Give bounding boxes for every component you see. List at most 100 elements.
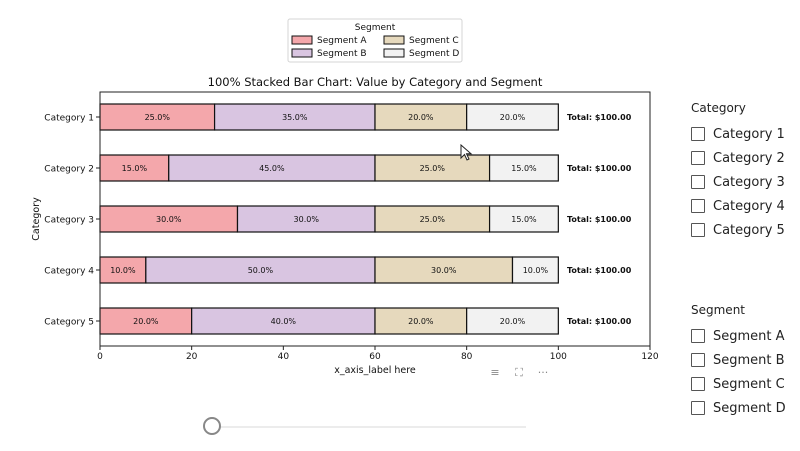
segment-filter-option-label: Segment B	[713, 352, 785, 368]
checkbox[interactable]	[691, 223, 705, 237]
row-total-label: Total: $100.00	[567, 317, 632, 326]
bar-data-label: 20.0%	[500, 317, 526, 326]
category-filter-option-label: Category 1	[713, 126, 785, 142]
chart-legend[interactable]: Segment Segment A Segment B Segment C Segmen…	[287, 18, 463, 63]
segment-filter-option[interactable]: Segment D	[691, 396, 796, 420]
bar-data-label: 10.0%	[523, 266, 549, 275]
bar-data-label: 20.0%	[133, 317, 159, 326]
bar-data-label: 15.0%	[122, 164, 148, 173]
expand-icon[interactable]: ⛶	[515, 366, 523, 379]
bar-segment[interactable]	[488, 154, 559, 182]
checkbox[interactable]	[691, 175, 705, 189]
bar-segment[interactable]	[511, 256, 559, 284]
category-filter-title: Category	[691, 101, 746, 115]
legend-title: Segment	[355, 23, 396, 33]
checkbox[interactable]	[691, 401, 705, 415]
bar-data-label: 30.0%	[431, 266, 457, 275]
y-tick-label: Category 4	[44, 267, 94, 277]
y-tick-label: Category 3	[44, 216, 94, 226]
checkbox[interactable]	[691, 151, 705, 165]
bar-segment[interactable]	[99, 154, 170, 182]
bar-segment[interactable]	[99, 307, 193, 335]
bar-data-label: 45.0%	[259, 164, 285, 173]
x-tick-label: 100	[550, 352, 567, 362]
y-axis: Category 1 Category 2 Category 3 Category 4…	[44, 114, 100, 328]
checkbox[interactable]	[691, 377, 705, 391]
checkbox[interactable]	[691, 329, 705, 343]
more-options-icon[interactable]: ···	[537, 366, 549, 379]
segment-filter-option-label: Segment D	[713, 400, 786, 416]
segment-filter-list: Segment A Segment B Segment C Segment D	[691, 324, 796, 420]
legend-frame	[287, 18, 463, 63]
bar-segment[interactable]	[236, 205, 376, 233]
x-tick-label: 0	[97, 352, 103, 362]
bar-data-label: 40.0%	[271, 317, 297, 326]
row-total-label: Total: $100.00	[567, 164, 632, 173]
bar-segment[interactable]	[213, 103, 376, 131]
category-filter-option-label: Category 4	[713, 198, 785, 214]
legend-entry[interactable]: Segment D	[409, 49, 459, 59]
segment-filter-panel: Segment Segment A Segment B Segment C Segme…	[691, 302, 796, 420]
bar-segment[interactable]	[466, 103, 559, 131]
legend-entry[interactable]: Segment C	[409, 36, 459, 46]
legend-swatch	[291, 48, 313, 58]
checkbox[interactable]	[691, 199, 705, 213]
bar-segment[interactable]	[168, 154, 376, 182]
stacked-bar-chart: Segment Segment A Segment B Segment C Segmen…	[31, 18, 659, 376]
bar-segment[interactable]	[374, 205, 491, 233]
bar-data-label: 20.0%	[408, 317, 434, 326]
category-filter-option[interactable]: Category 3	[691, 170, 796, 194]
bar-segment[interactable]	[99, 103, 216, 131]
checkbox[interactable]	[691, 127, 705, 141]
legend-entry[interactable]: Segment B	[317, 49, 367, 59]
category-filter-option[interactable]: Category 2	[691, 146, 796, 170]
bar-segment[interactable]	[374, 307, 468, 335]
category-filter-option[interactable]: Category 1	[691, 122, 796, 146]
x-tick-label: 20	[186, 352, 198, 362]
y-tick-label: Category 5	[44, 318, 94, 328]
bar-data-label: 50.0%	[248, 266, 274, 275]
chart-title: 100% Stacked Bar Chart: Value by Categor…	[208, 75, 543, 89]
category-filter-option[interactable]: Category 5	[691, 218, 796, 242]
bar-data-label: 15.0%	[511, 215, 537, 224]
bar-segment[interactable]	[145, 256, 376, 284]
x-axis-label: x_axis_label here	[334, 365, 416, 376]
slider-track[interactable]	[212, 426, 526, 428]
bars-group: 25.0% 35.0% 20.0% 20.0% Total: $100.00 15.0% 4…	[99, 103, 632, 335]
category-filter-list: Category 1 Category 2 Category 3 Category 4…	[691, 122, 796, 242]
bar-segment[interactable]	[374, 103, 468, 131]
row-total-label: Total: $100.00	[567, 113, 632, 122]
visual-toolbar: ≡ ⛶ ···	[488, 366, 550, 380]
bar-data-label: 30.0%	[156, 215, 182, 224]
y-tick-label: Category 2	[44, 165, 94, 175]
bar-data-label: 15.0%	[511, 164, 537, 173]
segment-filter-option[interactable]: Segment B	[691, 348, 796, 372]
filter-icon[interactable]: ≡	[490, 366, 500, 379]
bar-segment[interactable]	[191, 307, 376, 335]
slider-handle[interactable]	[203, 417, 221, 435]
category-filter-option-label: Category 5	[713, 222, 785, 238]
legend-entry[interactable]: Segment A	[317, 36, 367, 46]
checkbox[interactable]	[691, 353, 705, 367]
category-filter-option[interactable]: Category 4	[691, 194, 796, 218]
bar-segment[interactable]	[466, 307, 559, 335]
bar-data-label: 35.0%	[282, 113, 308, 122]
bar-data-label: 25.0%	[420, 164, 446, 173]
segment-filter-option[interactable]: Segment A	[691, 324, 796, 348]
segment-filter-title: Segment	[691, 303, 745, 317]
x-axis: 0 20 40 60 80 100 120	[97, 346, 659, 362]
bar-data-label: 20.0%	[408, 113, 434, 122]
segment-filter-option-label: Segment C	[713, 376, 785, 392]
bar-data-label: 25.0%	[420, 215, 446, 224]
bar-data-label: 10.0%	[110, 266, 136, 275]
y-axis-label: Category	[31, 197, 42, 241]
bar-data-label: 25.0%	[145, 113, 171, 122]
y-tick-label: Category 1	[44, 114, 94, 124]
bar-segment[interactable]	[488, 205, 559, 233]
segment-filter-option[interactable]: Segment C	[691, 372, 796, 396]
mouse-cursor-icon	[460, 144, 473, 161]
bar-segment[interactable]	[374, 256, 514, 284]
bar-data-label: 20.0%	[500, 113, 526, 122]
row-total-label: Total: $100.00	[567, 215, 632, 224]
